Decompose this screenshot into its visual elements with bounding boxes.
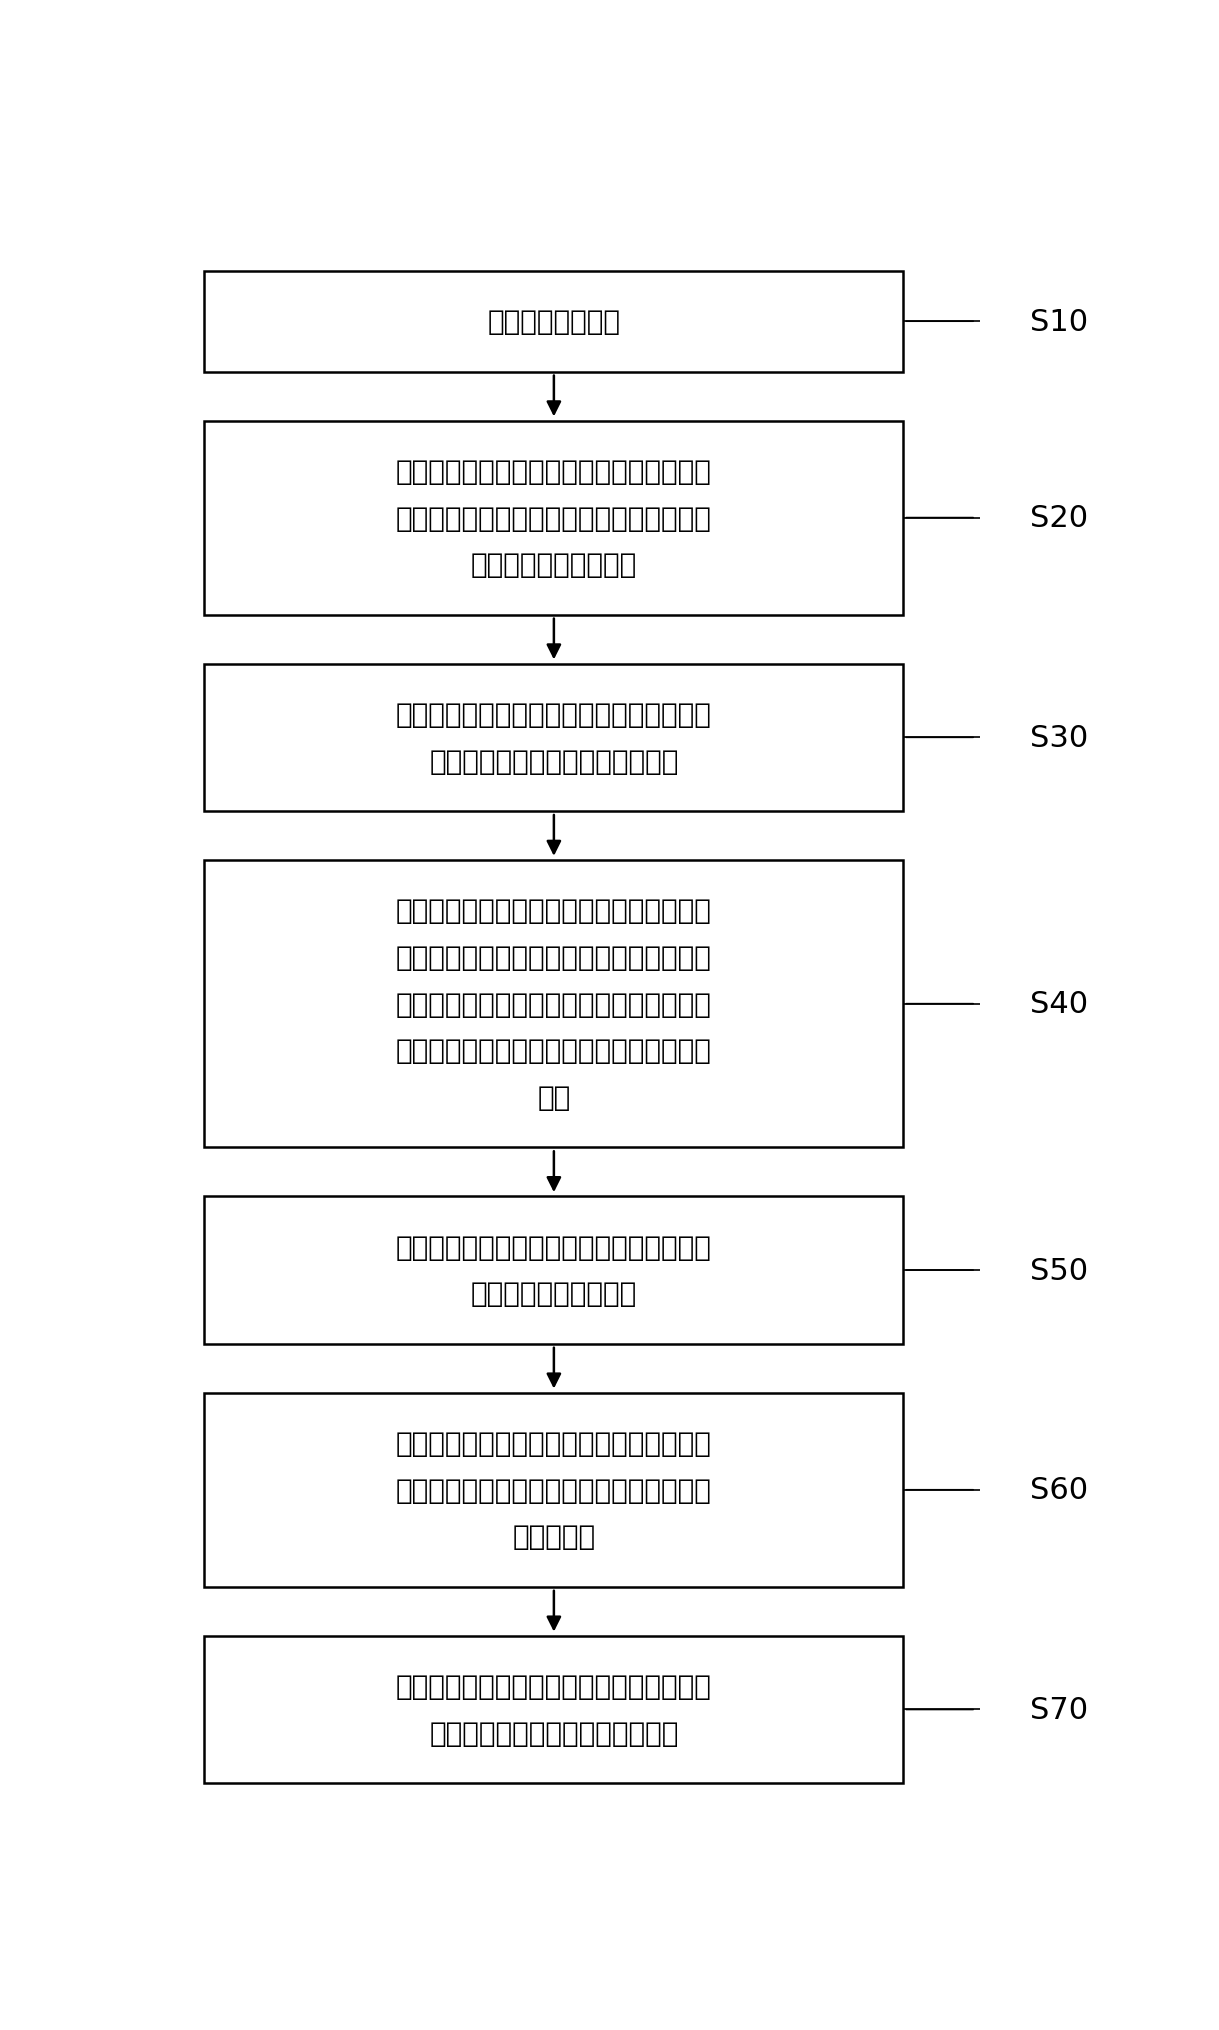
Bar xyxy=(205,272,903,371)
Text: S50: S50 xyxy=(1030,1257,1089,1285)
Text: 根据所述心柱目标直径和所述第一级叠层的: 根据所述心柱目标直径和所述第一级叠层的 xyxy=(396,700,712,729)
Text: S60: S60 xyxy=(1030,1476,1089,1504)
Text: 将各级叠层的叠层参数的组合确定为一个心: 将各级叠层的叠层参数的组合确定为一个心 xyxy=(396,1232,712,1261)
Text: 叠层方案中确定最优心柱叠层方案: 叠层方案中确定最优心柱叠层方案 xyxy=(429,1719,679,1748)
Text: S70: S70 xyxy=(1030,1695,1089,1723)
Bar xyxy=(205,1198,903,1344)
Text: 宽度，确定所述第一级叠层的厚度: 宽度，确定所述第一级叠层的厚度 xyxy=(429,747,679,775)
Text: 根据距离所述第一级叠层由近至远的次序，: 根据距离所述第一级叠层由近至远的次序， xyxy=(396,897,712,926)
Bar xyxy=(205,861,903,1147)
Text: ，所述第一预设宽度组包括至少一个小于所: ，所述第一预设宽度组包括至少一个小于所 xyxy=(396,503,712,532)
Bar xyxy=(205,1393,903,1587)
Bar xyxy=(205,664,903,812)
Text: S30: S30 xyxy=(1030,723,1089,753)
Bar xyxy=(205,422,903,615)
Text: 确定心柱目标直径: 确定心柱目标直径 xyxy=(488,309,620,337)
Text: S20: S20 xyxy=(1030,503,1089,532)
Text: 度组: 度组 xyxy=(538,1084,570,1110)
Text: 柱叠层方案并进行保存: 柱叠层方案并进行保存 xyxy=(471,1279,638,1307)
Text: S40: S40 xyxy=(1030,991,1089,1019)
Text: 厚度，各级叠层的宽度均包含于第二预设宽: 厚度，各级叠层的宽度均包含于第二预设宽 xyxy=(396,1037,712,1066)
Bar xyxy=(205,1636,903,1782)
Text: 叠层参数，其中，所述叠层参数包括宽度和: 叠层参数，其中，所述叠层参数包括宽度和 xyxy=(396,991,712,1019)
Text: 柱叠层方案: 柱叠层方案 xyxy=(512,1522,595,1551)
Text: 从第一预设宽度组中确定第一级叠层的宽度: 从第一预设宽度组中确定第一级叠层的宽度 xyxy=(396,457,712,485)
Text: 级叠层的宽度的步骤，以确定并保存多个心: 级叠层的宽度的步骤，以确定并保存多个心 xyxy=(396,1476,712,1504)
Text: 逐级确定除所述第一级叠层外的各级叠层的: 逐级确定除所述第一级叠层外的各级叠层的 xyxy=(396,944,712,972)
Text: 述心柱目标直径的宽度: 述心柱目标直径的宽度 xyxy=(471,550,638,579)
Text: 根据预设方案评价标准，在已确定的各心柱: 根据预设方案评价标准，在已确定的各心柱 xyxy=(396,1673,712,1701)
Text: S10: S10 xyxy=(1030,309,1089,337)
Text: 返回执行所述从第一预设宽度组中确定第一: 返回执行所述从第一预设宽度组中确定第一 xyxy=(396,1429,712,1458)
